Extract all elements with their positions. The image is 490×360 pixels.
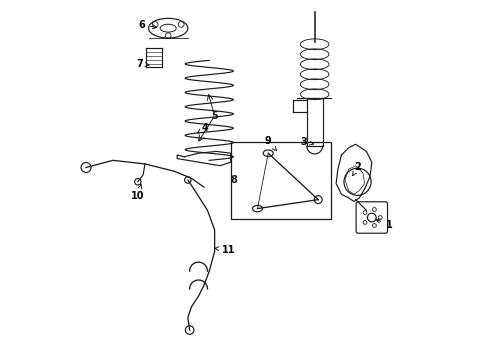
Text: 8: 8 <box>230 175 237 185</box>
Text: 5: 5 <box>211 111 218 121</box>
Text: 2: 2 <box>353 162 361 176</box>
Bar <box>231 143 331 219</box>
Text: 9: 9 <box>265 136 276 151</box>
Text: 10: 10 <box>131 185 145 201</box>
Text: 11: 11 <box>215 245 235 255</box>
Text: 7: 7 <box>136 59 149 69</box>
Text: 6: 6 <box>138 19 156 30</box>
Text: 4: 4 <box>197 123 208 133</box>
Text: 1: 1 <box>376 219 393 230</box>
Text: 3: 3 <box>300 137 314 147</box>
